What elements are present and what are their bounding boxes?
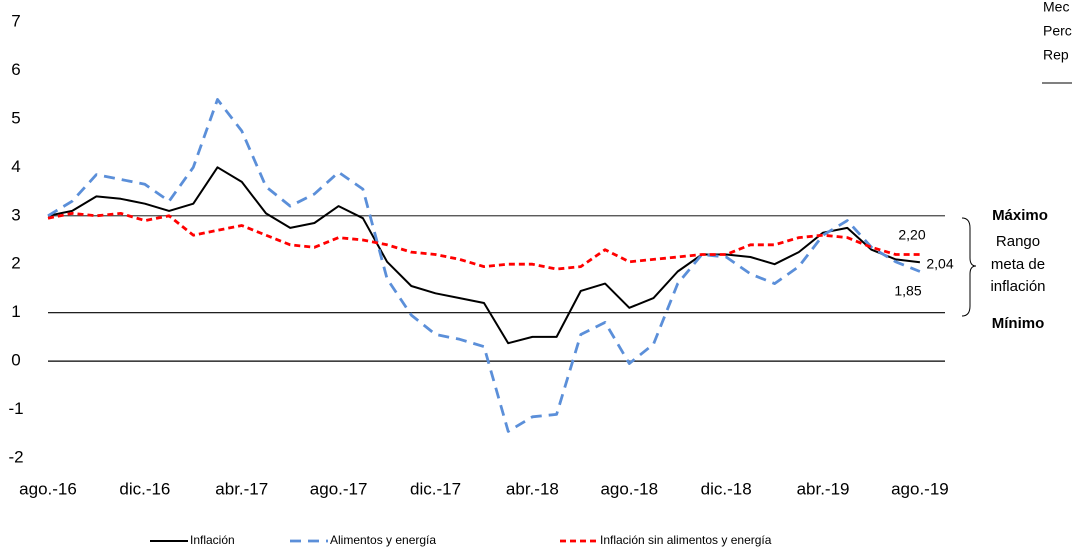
x-tick-label: abr.-18: [506, 479, 559, 498]
range-brace: [961, 217, 977, 317]
x-tick-label: abr.-19: [797, 479, 850, 498]
annotation: Mínimo: [992, 315, 1045, 332]
corner-note: Mec: [1043, 0, 1069, 15]
corner-note: Perc: [1043, 23, 1072, 39]
annotation: 2,20: [898, 227, 925, 243]
annotation: inflación: [990, 278, 1045, 295]
x-tick-label: dic.-16: [119, 479, 170, 498]
y-tick-label: 2: [11, 254, 20, 273]
series-line: [47, 98, 921, 433]
annotation: meta de: [991, 256, 1045, 273]
y-tick-label: -1: [8, 399, 23, 418]
corner-note: Rep: [1043, 47, 1069, 63]
y-tick-label: 4: [11, 157, 20, 176]
series-line: [47, 212, 920, 271]
x-tick-label: abr.-17: [215, 479, 268, 498]
annotation: Máximo: [992, 207, 1048, 224]
legend-label: Alimentos y energía: [330, 533, 436, 547]
x-tick-label: dic.-18: [701, 479, 752, 498]
x-tick-label: ago.-18: [600, 479, 658, 498]
x-tick-label: ago.-19: [891, 479, 949, 498]
annotation: 2,04: [926, 256, 953, 272]
y-tick-label: 1: [11, 302, 20, 321]
x-tick-label: ago.-16: [19, 479, 77, 498]
annotation: Rango: [996, 233, 1040, 250]
y-tick-label: 6: [11, 60, 20, 79]
y-tick-label: -2: [8, 447, 23, 466]
y-tick-label: 5: [11, 108, 20, 127]
legend-label: Inflación sin alimentos y energía: [600, 533, 772, 547]
x-tick-label: ago.-17: [310, 479, 368, 498]
y-tick-label: 7: [11, 11, 20, 30]
annotation: 1,85: [894, 283, 921, 299]
series-line: [47, 166, 921, 345]
x-tick-label: dic.-17: [410, 479, 461, 498]
y-tick-label: 3: [11, 205, 20, 224]
y-tick-label: 0: [11, 351, 20, 370]
legend-label: Inflación: [190, 533, 235, 547]
